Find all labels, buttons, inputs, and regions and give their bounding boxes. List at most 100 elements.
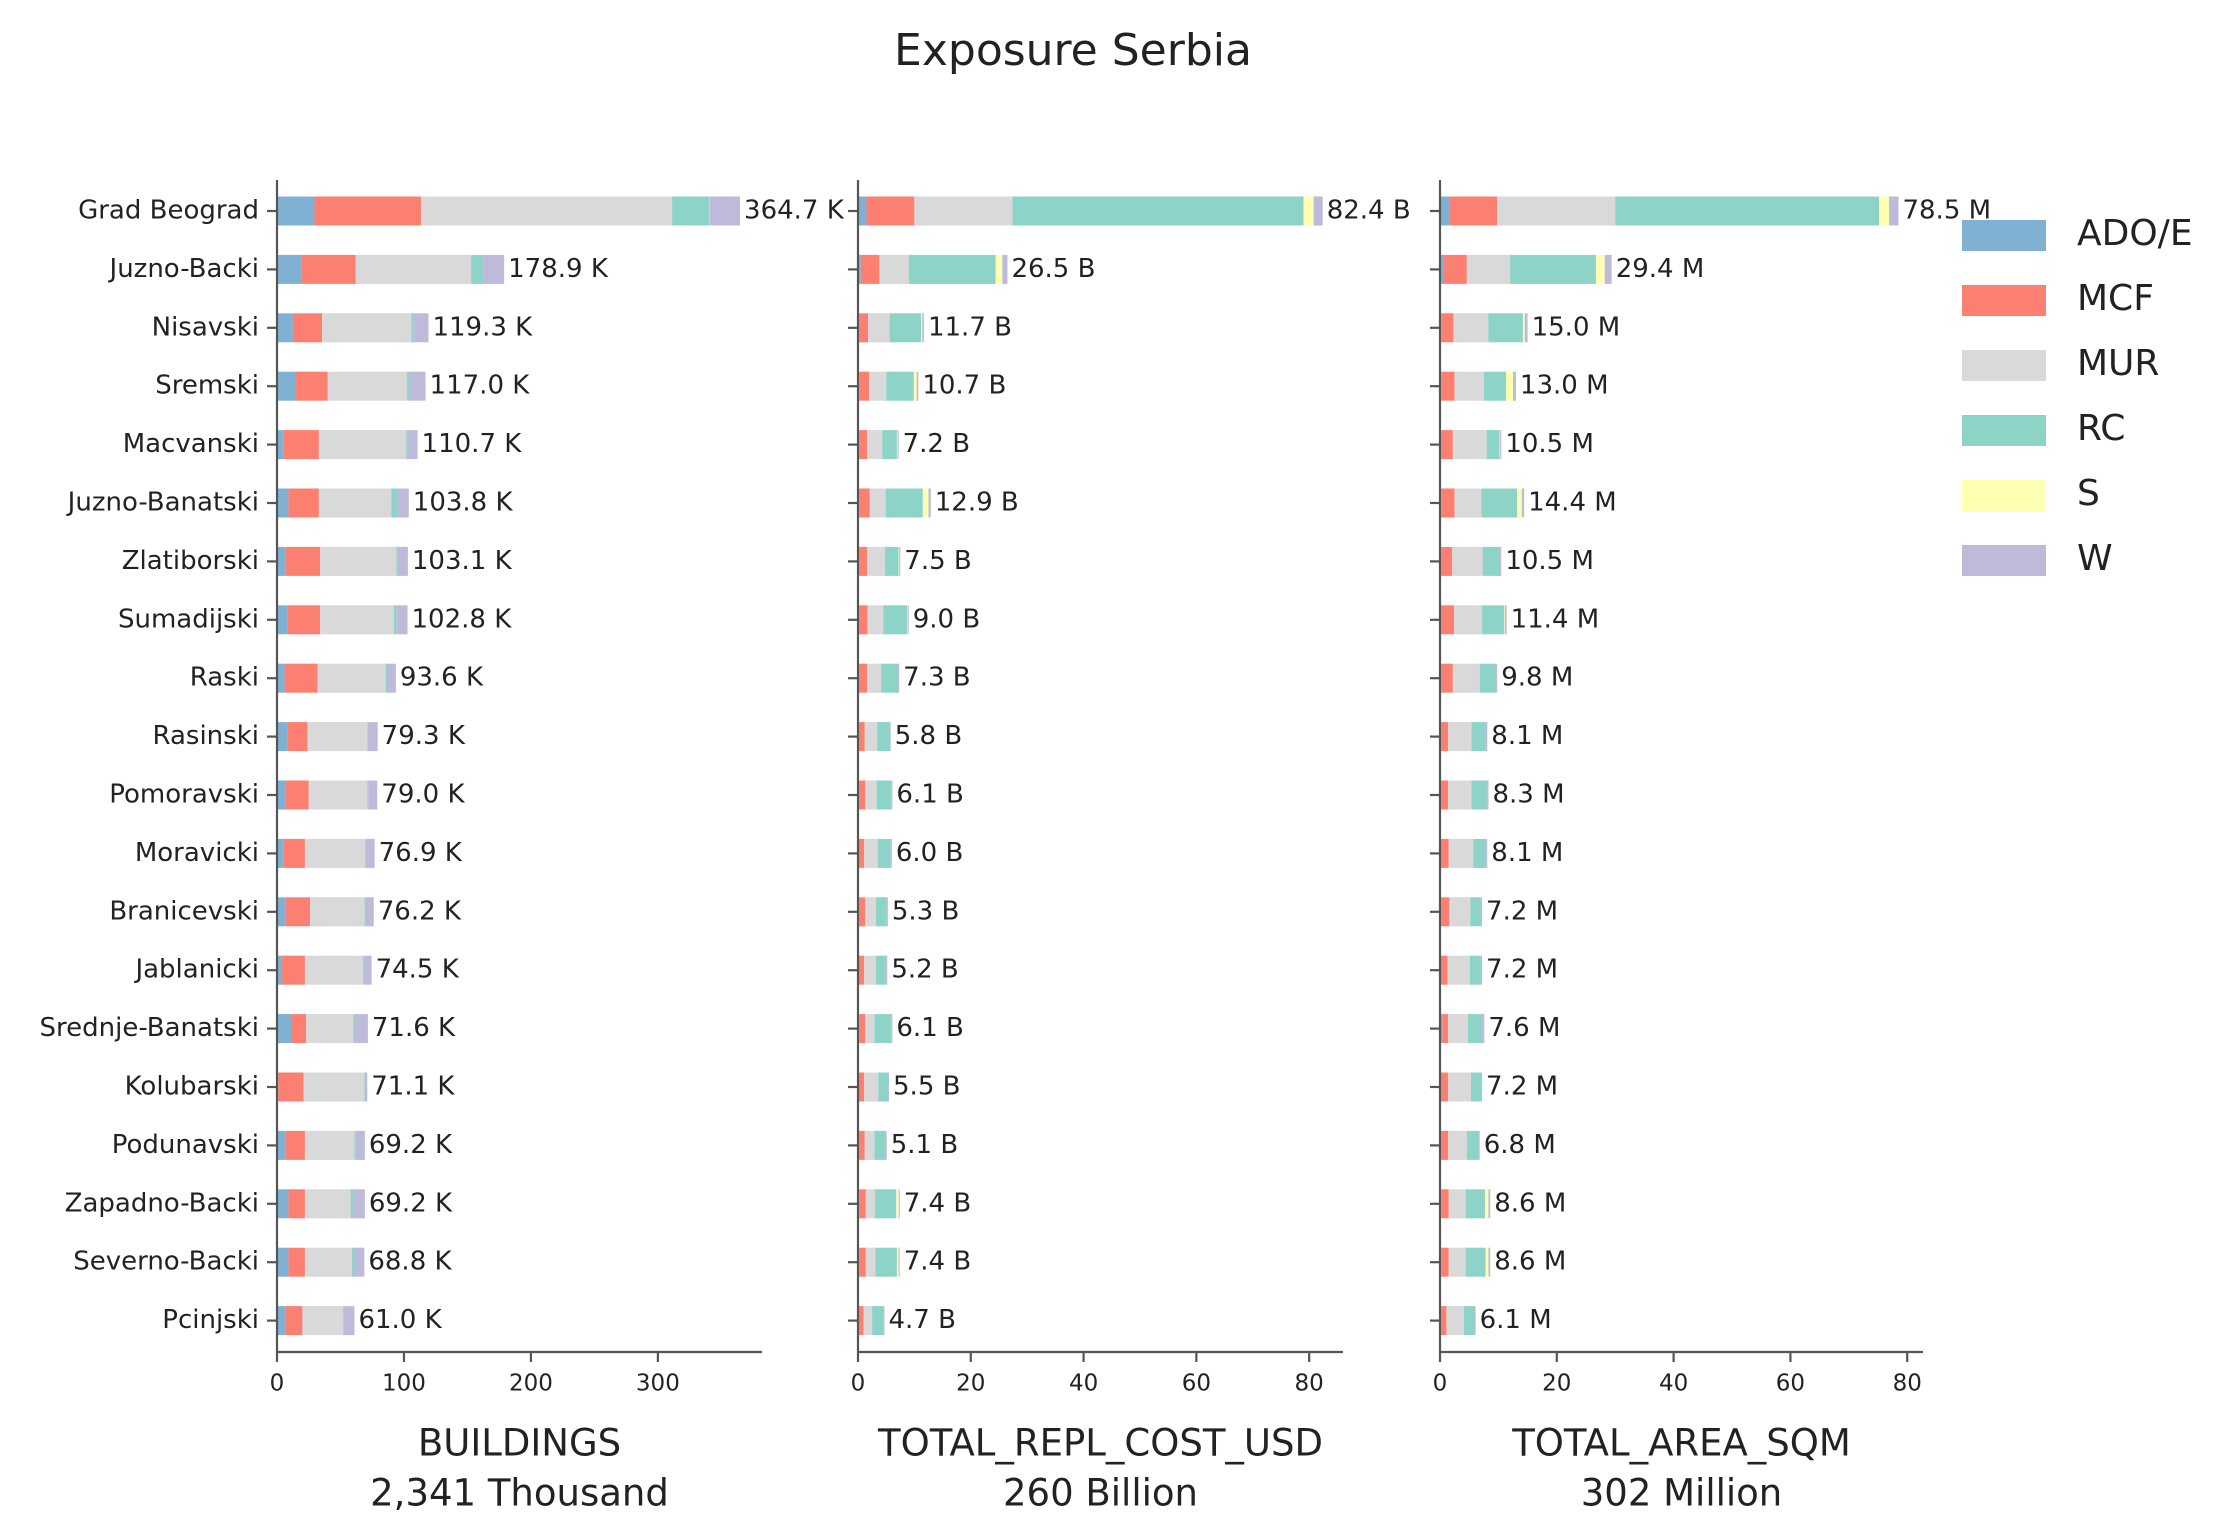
bar-segment (314, 196, 422, 226)
bar-segment (277, 1189, 289, 1219)
bar-segment (1449, 196, 1498, 226)
bar-segment (320, 546, 397, 576)
bar-segment (881, 663, 899, 693)
bar-segment (913, 371, 917, 401)
bar-segment (277, 546, 286, 576)
bar-segment (859, 546, 868, 576)
category-label: Pomoravski (109, 780, 259, 810)
category-label: Kolubarski (125, 1072, 259, 1102)
bar-segment (1485, 722, 1488, 752)
bar-segment (277, 663, 285, 693)
bar-segment (922, 488, 929, 518)
legend-label: W (2077, 538, 2113, 579)
bar-segment (1448, 1014, 1469, 1044)
bar-segment (883, 605, 908, 635)
bar-segment (1441, 371, 1455, 401)
category-label: Severno-Backi (73, 1247, 259, 1277)
bar-segment (304, 1247, 352, 1277)
legend-label: RC (2077, 408, 2125, 449)
bar-segment (1471, 780, 1487, 810)
x-tick-label: 0 (1433, 1371, 1448, 1397)
bar-segment (367, 722, 368, 752)
bar-segment (1474, 1306, 1476, 1336)
bar-segment (876, 780, 892, 810)
total-label: 61.0 K (358, 1305, 442, 1335)
total-label: 10.7 B (922, 371, 1006, 401)
bar-segment (1484, 1189, 1489, 1219)
bar-segment (907, 605, 908, 635)
bar-segment (1595, 254, 1605, 284)
bar-segment (351, 1247, 355, 1277)
bar-segment (859, 1306, 864, 1336)
bar-segment (898, 1189, 900, 1219)
bar-segment (1442, 1014, 1449, 1044)
bar-segment (368, 780, 378, 810)
bar-segment (859, 605, 868, 635)
total-label: 103.1 K (412, 546, 513, 576)
bar-segment (1440, 1072, 1449, 1102)
bar-segment (1441, 488, 1455, 518)
x-tick-label: 200 (509, 1371, 553, 1397)
bar-segment (891, 1014, 893, 1044)
bar-segment (1441, 1247, 1449, 1277)
bar-segment (1615, 196, 1880, 226)
bar-segment (921, 313, 923, 343)
category-label: Srednje-Banatski (40, 1013, 259, 1043)
bar-segment (284, 663, 318, 693)
x-axis-total: 2,341 Thousand (370, 1472, 669, 1515)
bar-segment (1454, 371, 1484, 401)
total-label: 79.3 K (382, 721, 466, 751)
bar-segment (1440, 1014, 1443, 1044)
bar-segment (393, 605, 397, 635)
bar-segment (1454, 605, 1483, 635)
bar-segment (859, 722, 865, 752)
bar-segment (1486, 838, 1488, 868)
bar-segment (1483, 371, 1506, 401)
bar-segment (1466, 1130, 1479, 1160)
bar-segment (1452, 663, 1480, 693)
bar-segment (397, 546, 408, 576)
bar-segment (865, 1247, 876, 1277)
total-label: 110.7 K (422, 429, 523, 459)
bar-segment (869, 488, 886, 518)
category-label: Sremski (155, 371, 259, 401)
bar-segment (1466, 254, 1511, 284)
bar-segment (1879, 196, 1890, 226)
bar-segment (354, 1130, 356, 1160)
bar-segment (1453, 313, 1489, 343)
bar-segment (277, 254, 302, 284)
total-label: 6.1 M (1480, 1305, 1552, 1335)
bar-segment (308, 780, 368, 810)
bar-segment (1441, 897, 1450, 927)
total-label: 68.8 K (368, 1247, 452, 1277)
bar-segment (343, 1306, 355, 1336)
category-label: Grad Beograd (78, 196, 259, 226)
total-label: 7.2 M (1486, 955, 1558, 985)
bar-segment (288, 1189, 305, 1219)
total-label: 10.5 M (1505, 546, 1594, 576)
bar-segment (1448, 780, 1472, 810)
bar-segment (1486, 430, 1500, 460)
total-label: 5.8 B (895, 721, 962, 751)
bar-segment (858, 838, 865, 868)
total-label: 7.5 B (904, 546, 971, 576)
category-label: Juzno-Banatski (66, 488, 259, 518)
total-label: 5.2 B (891, 955, 958, 985)
bar-segment (288, 488, 319, 518)
total-label: 103.8 K (413, 488, 514, 518)
total-label: 14.4 M (1528, 488, 1617, 518)
bar-segment (303, 1072, 365, 1102)
bar-segment (407, 430, 418, 460)
bar-segment (1504, 605, 1507, 635)
bar-segment (277, 838, 284, 868)
bar-segment (1510, 254, 1596, 284)
bar-segment (864, 1130, 875, 1160)
category-label: Nisavski (152, 312, 259, 342)
bar-segment (285, 1306, 303, 1336)
bar-segment (859, 897, 866, 927)
total-label: 7.2 M (1486, 896, 1558, 926)
x-tick-label: 60 (1182, 1371, 1211, 1397)
bar-segment (304, 1130, 355, 1160)
bar-segment (1465, 1189, 1485, 1219)
total-label: 9.0 B (913, 604, 980, 634)
